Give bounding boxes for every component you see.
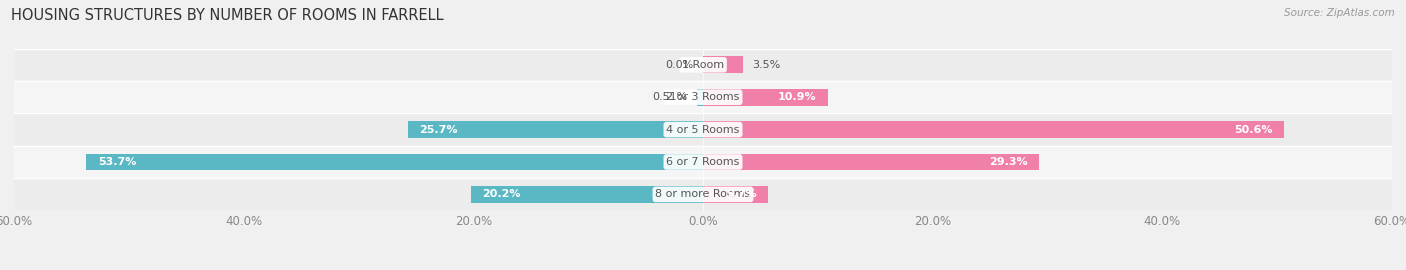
Legend: Owner-occupied, Renter-occupied: Owner-occupied, Renter-occupied (575, 266, 831, 270)
Text: 6 or 7 Rooms: 6 or 7 Rooms (666, 157, 740, 167)
Text: 4 or 5 Rooms: 4 or 5 Rooms (666, 124, 740, 135)
Bar (14, 81, 1392, 113)
Text: 20.2%: 20.2% (482, 189, 522, 200)
Text: Source: ZipAtlas.com: Source: ZipAtlas.com (1284, 8, 1395, 18)
Bar (86, 154, 703, 170)
Bar (14, 113, 1392, 146)
Bar (471, 186, 703, 203)
Text: 5.7%: 5.7% (727, 189, 756, 200)
Bar (14, 178, 1392, 211)
Text: 2 or 3 Rooms: 2 or 3 Rooms (666, 92, 740, 102)
Bar (408, 121, 703, 138)
Text: 53.7%: 53.7% (98, 157, 136, 167)
Text: 0.51%: 0.51% (652, 92, 688, 102)
Text: 0.0%: 0.0% (665, 60, 693, 70)
Bar (703, 186, 769, 203)
Text: 8 or more Rooms: 8 or more Rooms (655, 189, 751, 200)
Text: HOUSING STRUCTURES BY NUMBER OF ROOMS IN FARRELL: HOUSING STRUCTURES BY NUMBER OF ROOMS IN… (11, 8, 444, 23)
Bar (14, 146, 1392, 178)
Bar (697, 89, 703, 106)
Text: 3.5%: 3.5% (752, 60, 780, 70)
Bar (14, 49, 1392, 81)
Bar (703, 154, 1039, 170)
Bar (703, 89, 828, 106)
Text: 10.9%: 10.9% (778, 92, 817, 102)
Text: 25.7%: 25.7% (419, 124, 458, 135)
Bar (703, 56, 744, 73)
Text: 50.6%: 50.6% (1234, 124, 1272, 135)
Text: 1 Room: 1 Room (682, 60, 724, 70)
Bar (703, 121, 1284, 138)
Text: 29.3%: 29.3% (990, 157, 1028, 167)
